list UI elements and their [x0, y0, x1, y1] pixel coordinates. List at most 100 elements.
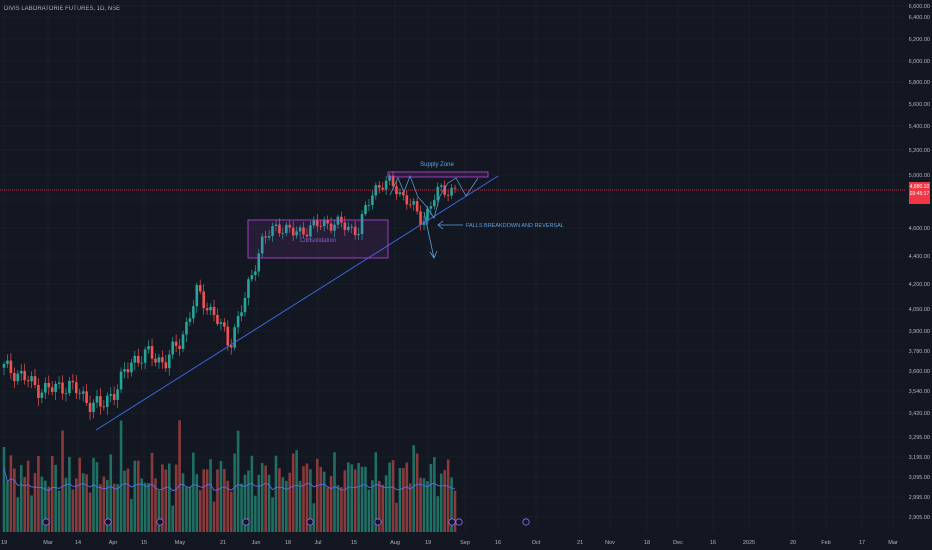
price-tick: 3,195.00: [909, 455, 930, 461]
candle-body: [19, 370, 23, 374]
event-marker: [242, 518, 250, 526]
candle-body: [374, 185, 378, 196]
candle-body: [57, 382, 61, 384]
volume-bar: [119, 420, 123, 532]
volume-bar: [267, 474, 271, 532]
event-marker: [156, 518, 164, 526]
price-tick: 3,660.00: [909, 369, 930, 375]
price-tick: 5,800.00: [909, 80, 930, 86]
candle-body: [281, 232, 285, 234]
volume-bar: [350, 464, 354, 532]
candle-body: [209, 306, 212, 311]
candle-body: [30, 376, 33, 382]
candle-body: [174, 341, 178, 346]
volume-bar: [140, 478, 144, 532]
candle-body: [436, 186, 440, 201]
time-tick: Apr: [109, 540, 118, 546]
volume-bar: [371, 480, 374, 532]
volume-bar: [247, 470, 250, 532]
candle-body: [360, 214, 364, 234]
volume-bar: [167, 463, 171, 532]
volume-bar: [136, 460, 140, 532]
breakdown-arrow: [423, 211, 435, 259]
candle-body: [136, 355, 140, 363]
price-tick: 4,400.00: [909, 254, 930, 260]
volume-bar: [40, 476, 44, 532]
supply-zone-label: Supply Zone: [420, 162, 454, 168]
candle-body: [229, 345, 233, 348]
event-marker: [455, 518, 463, 526]
candle-body: [346, 226, 350, 230]
volume-bars: [2, 420, 457, 532]
trendline: [95, 175, 499, 431]
volume-bar: [398, 467, 402, 532]
volume-bar: [319, 466, 323, 532]
price-tick: 3,780.00: [909, 349, 930, 355]
candle-body: [254, 271, 257, 276]
candle-body: [78, 393, 82, 394]
consolidation-box: [247, 219, 389, 259]
bar-countdown: 03:45:17: [909, 191, 930, 197]
volume-bar: [295, 450, 298, 532]
candle-body: [371, 195, 374, 205]
time-tick: 21: [220, 540, 226, 546]
volume-bar: [271, 497, 274, 532]
volume-bar: [68, 456, 71, 532]
candle-body: [74, 382, 78, 394]
volume-bar: [157, 490, 161, 532]
candle-body: [64, 393, 68, 394]
volume-bar: [44, 480, 47, 532]
volume-bar: [26, 460, 30, 532]
candle-body: [426, 208, 429, 222]
volume-bar: [71, 489, 75, 532]
volume-bar: [278, 468, 281, 532]
volume-bar: [195, 474, 199, 532]
price-tick: 5,600.00: [909, 102, 930, 108]
volume-bar: [333, 452, 336, 532]
volume-bar: [143, 482, 147, 532]
time-tick: Dec: [673, 540, 683, 546]
candle-body: [439, 185, 443, 187]
volume-bar: [439, 473, 443, 532]
time-tick: 20: [790, 540, 796, 546]
candle-body: [343, 222, 347, 230]
candle-body: [143, 349, 147, 363]
volume-bar: [205, 469, 209, 532]
candle-body: [274, 224, 278, 227]
price-tick: 6,000.00: [909, 59, 930, 65]
volume-bar: [405, 462, 409, 532]
volume-bar: [395, 502, 398, 532]
volume-bar: [6, 481, 9, 532]
volume-bar: [233, 453, 236, 532]
price-tick: 3,900.00: [909, 329, 930, 335]
candle-body: [23, 370, 26, 381]
candle-body: [419, 211, 422, 225]
volume-bar: [81, 473, 85, 532]
event-marker: [448, 518, 456, 526]
price-tick: 4,600.00: [909, 226, 930, 232]
candle-body: [408, 204, 412, 206]
candle-body: [453, 187, 457, 189]
candle-body: [302, 227, 305, 235]
candle-body: [178, 345, 181, 349]
volume-bar: [322, 471, 326, 532]
volume-bar: [260, 463, 264, 532]
candle-body: [181, 334, 185, 349]
volume-bar: [336, 485, 340, 532]
time-tick: Aug: [390, 540, 400, 546]
volume-bar: [88, 492, 92, 532]
time-tick: May: [175, 540, 186, 546]
candle-body: [267, 235, 271, 238]
volume-bar: [274, 455, 278, 532]
candle-body: [188, 318, 192, 322]
candle-body: [305, 234, 309, 237]
candle-body: [223, 322, 226, 327]
candle-body: [391, 175, 395, 187]
candle-body: [85, 391, 88, 403]
candle-body: [288, 224, 292, 228]
volume-bar: [388, 462, 391, 532]
price-tick: 5,000.00: [909, 173, 930, 179]
candle-body: [205, 308, 209, 311]
time-tick: 2025: [743, 540, 755, 546]
